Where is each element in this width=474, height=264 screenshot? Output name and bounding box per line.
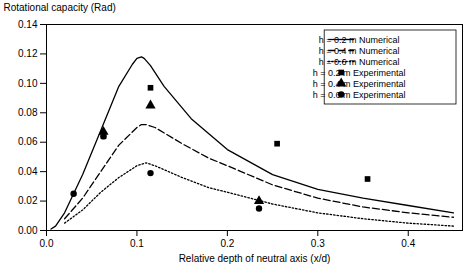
svg-text:0.3: 0.3 bbox=[311, 238, 325, 249]
svg-text:0.02: 0.02 bbox=[18, 195, 38, 206]
svg-text:h = 0.6 m Experimental: h = 0.6 m Experimental bbox=[313, 90, 406, 100]
svg-text:0.08: 0.08 bbox=[18, 107, 38, 118]
svg-text:0.06: 0.06 bbox=[18, 136, 38, 147]
svg-text:0.0: 0.0 bbox=[40, 238, 54, 249]
svg-text:0.04: 0.04 bbox=[18, 166, 38, 177]
svg-text:0.4: 0.4 bbox=[401, 238, 415, 249]
svg-text:0.10: 0.10 bbox=[18, 78, 38, 89]
svg-text:h = 0.6 m Numerical: h = 0.6 m Numerical bbox=[319, 57, 400, 67]
svg-text:0.1: 0.1 bbox=[130, 238, 144, 249]
svg-text:0.12: 0.12 bbox=[18, 48, 38, 59]
svg-text:0.2: 0.2 bbox=[220, 238, 234, 249]
svg-text:0.14: 0.14 bbox=[18, 19, 38, 30]
svg-text:h = 0.4 m Experimental: h = 0.4 m Experimental bbox=[313, 79, 406, 89]
svg-text:h = 0.2 m Numerical: h = 0.2 m Numerical bbox=[319, 35, 400, 45]
svg-text:Relative depth of neutral axis: Relative depth of neutral axis (x/d) bbox=[179, 253, 331, 264]
svg-text:h = 0.4 m Numerical: h = 0.4 m Numerical bbox=[319, 46, 400, 56]
svg-text:0.00: 0.00 bbox=[18, 225, 38, 236]
svg-text:Rotational capacity (Rad): Rotational capacity (Rad) bbox=[4, 2, 116, 13]
svg-text:h = 0.2 m Experimental: h = 0.2 m Experimental bbox=[313, 68, 406, 78]
